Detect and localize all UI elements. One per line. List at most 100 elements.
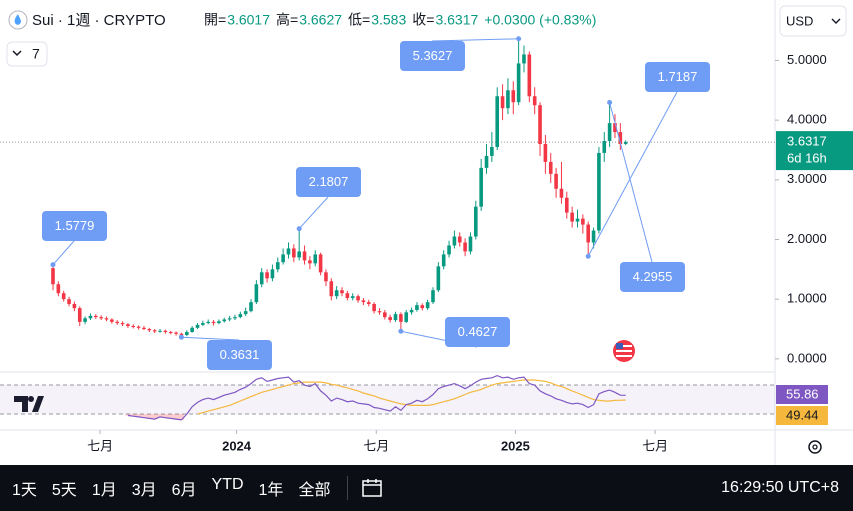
bottom-toolbar: 1天 5天 1月 3月 6月 YTD 1年 全部 16:29:50 UTC+8 bbox=[0, 465, 853, 511]
candle-body bbox=[538, 105, 542, 144]
candle-body bbox=[468, 236, 473, 252]
settings[interactable] bbox=[808, 440, 822, 454]
candle-body bbox=[404, 312, 409, 322]
candle-body bbox=[77, 308, 82, 322]
candle-body bbox=[474, 206, 478, 237]
range-button[interactable]: 1月 bbox=[91, 482, 117, 499]
candle-body bbox=[586, 224, 591, 243]
candle-body bbox=[324, 272, 328, 282]
candle-body bbox=[393, 314, 398, 321]
candle-body bbox=[190, 327, 194, 333]
candle-body bbox=[120, 323, 125, 325]
candle-body bbox=[233, 317, 237, 319]
date-range-icon[interactable] bbox=[360, 476, 384, 500]
candle-body bbox=[415, 305, 419, 310]
candle-body bbox=[356, 296, 360, 301]
settings-core bbox=[812, 444, 818, 450]
candle-body bbox=[350, 296, 355, 298]
candle-body bbox=[168, 332, 173, 334]
ohlc-label: 低= bbox=[348, 12, 370, 28]
indicator-toggle[interactable] bbox=[6, 41, 48, 67]
candle-body bbox=[366, 302, 371, 304]
clock: 16:29:50 UTC+8 bbox=[721, 479, 839, 496]
candle-body bbox=[329, 281, 334, 297]
annotation-label: 1.7187 bbox=[658, 69, 698, 84]
candle-body bbox=[500, 96, 505, 109]
candle-body bbox=[61, 293, 66, 300]
currency: USD bbox=[786, 13, 813, 28]
annotation-label: 4.2955 bbox=[633, 269, 673, 284]
symbol: Sui · 1週 · CRYPTO bbox=[32, 12, 166, 29]
rsi-oversold bbox=[151, 414, 158, 420]
annotation-point bbox=[516, 36, 522, 42]
annotation-box bbox=[42, 211, 107, 241]
indicator-count: 7 bbox=[32, 46, 40, 62]
range-button[interactable]: 1年 bbox=[258, 482, 284, 499]
flag-stripe bbox=[616, 355, 632, 357]
candle-body bbox=[479, 167, 483, 207]
candle-body bbox=[174, 332, 178, 334]
annotation-label: 0.3631 bbox=[220, 347, 260, 362]
candle-body bbox=[334, 290, 339, 297]
candle-body bbox=[238, 314, 243, 318]
currency-select[interactable] bbox=[779, 5, 847, 37]
range-button[interactable]: 1天 bbox=[12, 482, 37, 499]
candle-body bbox=[297, 251, 301, 258]
candle-body bbox=[195, 324, 200, 328]
candle-body bbox=[163, 330, 168, 333]
range-button[interactable]: 3月 bbox=[131, 482, 157, 499]
candle-body bbox=[211, 321, 216, 324]
candle-body bbox=[564, 197, 569, 213]
candle-body bbox=[581, 218, 585, 225]
candle-body bbox=[409, 309, 414, 313]
annotation-point bbox=[585, 253, 591, 259]
candle-body bbox=[527, 54, 532, 97]
candle-body bbox=[131, 326, 136, 328]
candle-body bbox=[72, 303, 77, 309]
annotation-box bbox=[445, 317, 510, 347]
candle-body bbox=[313, 254, 318, 264]
x-tick-label: 七月 bbox=[87, 438, 113, 453]
candle-body bbox=[623, 142, 628, 144]
background bbox=[0, 0, 853, 465]
candle-body bbox=[447, 245, 451, 255]
ohlc-label: 開= bbox=[204, 12, 226, 28]
range-button[interactable]: 6月 bbox=[171, 482, 197, 499]
candle-body bbox=[399, 314, 403, 322]
candle-body bbox=[51, 268, 55, 285]
candle-body bbox=[152, 330, 157, 332]
rsi-band-fill bbox=[0, 385, 775, 415]
x-tick-label: 2025 bbox=[501, 438, 530, 453]
x-tick-label: 七月 bbox=[642, 438, 668, 453]
rsi-oversold bbox=[173, 414, 179, 420]
annotation-point bbox=[50, 262, 56, 268]
annotation-leader bbox=[298, 196, 329, 230]
candle-body bbox=[243, 311, 248, 315]
countdown: 6d 16h bbox=[787, 151, 827, 166]
annotation-box bbox=[400, 41, 465, 71]
separator bbox=[347, 476, 349, 500]
symbol-icon-drop bbox=[14, 14, 21, 25]
candle-body bbox=[618, 132, 623, 144]
annotation-point bbox=[178, 334, 184, 340]
flag-canton bbox=[616, 343, 623, 349]
range-button[interactable]: YTD bbox=[211, 476, 244, 493]
candle-body bbox=[270, 269, 275, 279]
rsi-line bbox=[127, 374, 626, 421]
ohlc-value: 3.6627 bbox=[299, 12, 342, 28]
candle-body bbox=[206, 321, 211, 324]
y-tick-label: 4.0000 bbox=[787, 112, 827, 127]
annotation-point bbox=[607, 99, 613, 105]
change: +0.0300 (+0.83%) bbox=[484, 12, 596, 28]
candle-body bbox=[94, 315, 98, 318]
ohlc-label: 高= bbox=[276, 12, 298, 28]
y-tick-label: 2.0000 bbox=[787, 231, 827, 246]
range-button[interactable]: 全部 bbox=[298, 482, 331, 499]
rsi-value: 55.86 bbox=[786, 386, 819, 401]
candle-body bbox=[142, 327, 146, 330]
y-tick-label: 1.0000 bbox=[787, 291, 827, 306]
annotation-leader bbox=[181, 336, 240, 341]
candle-body bbox=[265, 272, 269, 279]
candle-body bbox=[511, 90, 516, 103]
range-button[interactable]: 5天 bbox=[51, 482, 77, 499]
